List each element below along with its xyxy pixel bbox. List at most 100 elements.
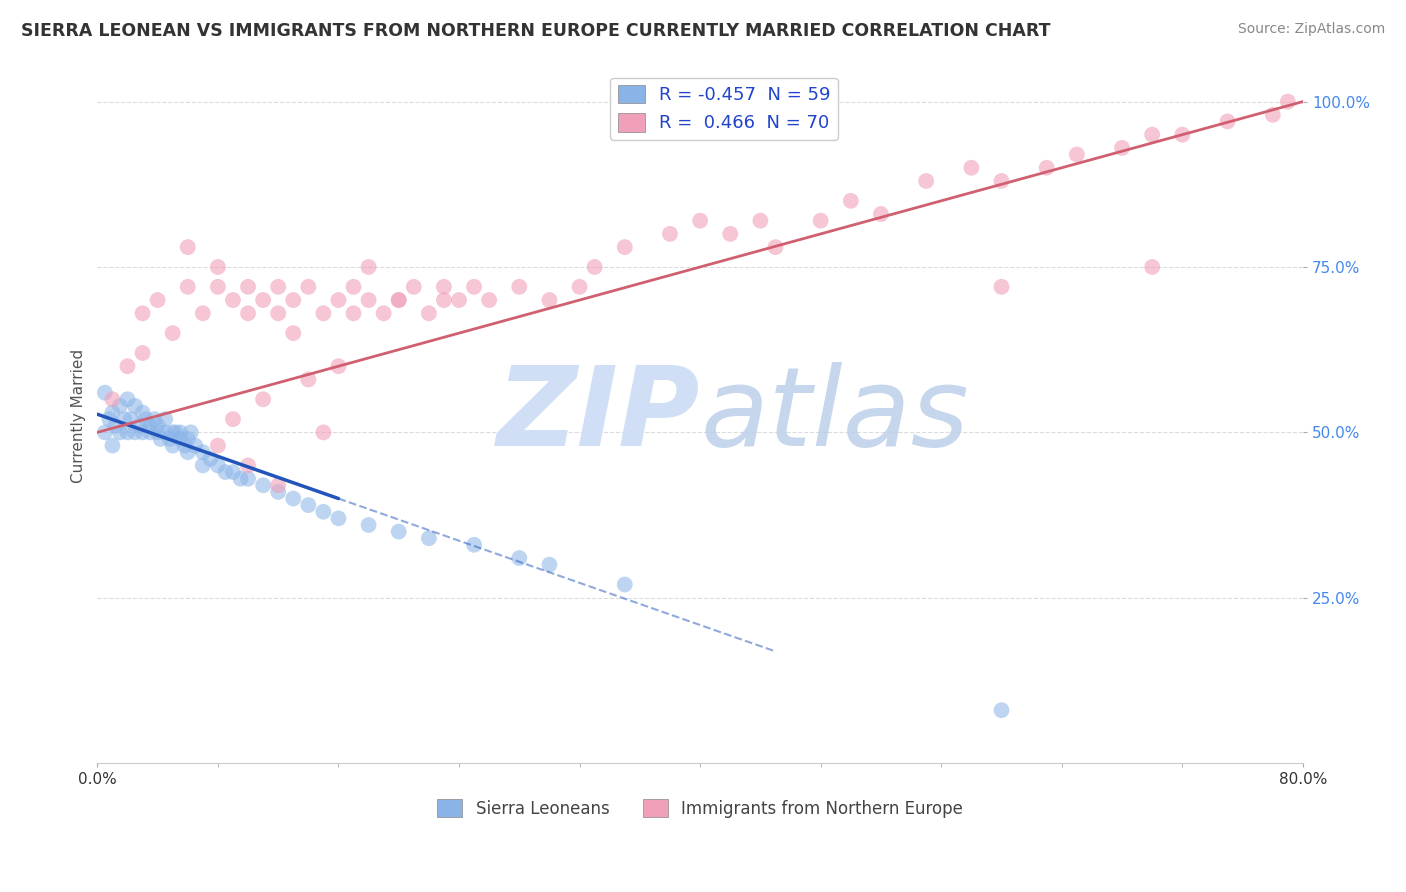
Point <box>810 213 832 227</box>
Text: Source: ZipAtlas.com: Source: ZipAtlas.com <box>1237 22 1385 37</box>
Point <box>149 432 172 446</box>
Point <box>357 260 380 274</box>
Point <box>165 425 187 440</box>
Point <box>207 260 229 274</box>
Point <box>839 194 862 208</box>
Point <box>117 425 139 440</box>
Point <box>312 425 335 440</box>
Point <box>583 260 606 274</box>
Point <box>990 703 1012 717</box>
Point <box>177 240 200 254</box>
Point <box>267 484 290 499</box>
Point <box>357 518 380 533</box>
Point <box>613 240 636 254</box>
Legend: Sierra Leoneans, Immigrants from Northern Europe: Sierra Leoneans, Immigrants from Norther… <box>430 793 970 824</box>
Point <box>267 306 290 320</box>
Point <box>120 412 142 426</box>
Point <box>1277 95 1299 109</box>
Point <box>114 412 136 426</box>
Point <box>870 207 893 221</box>
Point <box>153 412 176 426</box>
Point <box>283 326 305 340</box>
Point <box>229 472 252 486</box>
Point <box>1216 114 1239 128</box>
Point <box>388 524 411 539</box>
Point <box>538 293 561 307</box>
Point <box>328 293 350 307</box>
Point <box>373 306 395 320</box>
Point <box>222 293 245 307</box>
Point <box>252 478 274 492</box>
Point <box>236 458 259 473</box>
Point <box>131 306 153 320</box>
Point <box>214 465 236 479</box>
Point <box>659 227 682 241</box>
Point <box>312 306 335 320</box>
Point <box>191 306 214 320</box>
Point <box>101 405 124 419</box>
Point <box>117 359 139 374</box>
Point <box>297 372 319 386</box>
Point <box>139 425 162 440</box>
Point <box>207 280 229 294</box>
Point <box>357 293 380 307</box>
Point <box>402 280 425 294</box>
Point <box>433 293 456 307</box>
Point <box>388 293 411 307</box>
Text: SIERRA LEONEAN VS IMMIGRANTS FROM NORTHERN EUROPE CURRENTLY MARRIED CORRELATION : SIERRA LEONEAN VS IMMIGRANTS FROM NORTHE… <box>21 22 1050 40</box>
Point <box>173 439 195 453</box>
Point <box>135 412 157 426</box>
Point <box>153 425 176 440</box>
Point <box>94 385 117 400</box>
Point <box>418 531 440 545</box>
Text: ZIP: ZIP <box>496 362 700 469</box>
Point <box>267 478 290 492</box>
Point <box>162 326 184 340</box>
Point <box>478 293 501 307</box>
Point <box>162 425 184 440</box>
Point <box>1140 260 1163 274</box>
Point <box>191 445 214 459</box>
Point <box>433 280 456 294</box>
Point <box>108 425 131 440</box>
Point <box>207 458 229 473</box>
Point <box>117 392 139 407</box>
Point <box>613 577 636 591</box>
Point <box>1140 128 1163 142</box>
Point <box>508 280 530 294</box>
Point <box>94 425 117 440</box>
Point <box>124 425 146 440</box>
Point <box>342 306 364 320</box>
Point <box>1261 108 1284 122</box>
Point <box>184 439 207 453</box>
Point <box>169 425 191 440</box>
Point <box>283 293 305 307</box>
Point <box>200 451 222 466</box>
Point <box>101 392 124 407</box>
Point <box>508 551 530 566</box>
Point <box>915 174 938 188</box>
Point <box>104 418 127 433</box>
Point <box>1035 161 1057 175</box>
Point <box>252 392 274 407</box>
Point <box>236 306 259 320</box>
Point <box>177 432 200 446</box>
Point <box>463 538 485 552</box>
Point <box>146 418 169 433</box>
Point <box>180 425 202 440</box>
Point <box>177 445 200 459</box>
Point <box>463 280 485 294</box>
Point <box>236 472 259 486</box>
Y-axis label: Currently Married: Currently Married <box>72 349 86 483</box>
Point <box>283 491 305 506</box>
Point <box>765 240 787 254</box>
Point <box>101 439 124 453</box>
Point <box>124 399 146 413</box>
Point <box>418 306 440 320</box>
Point <box>222 412 245 426</box>
Point <box>131 405 153 419</box>
Point <box>131 425 153 440</box>
Point <box>447 293 470 307</box>
Point <box>143 412 166 426</box>
Point <box>236 280 259 294</box>
